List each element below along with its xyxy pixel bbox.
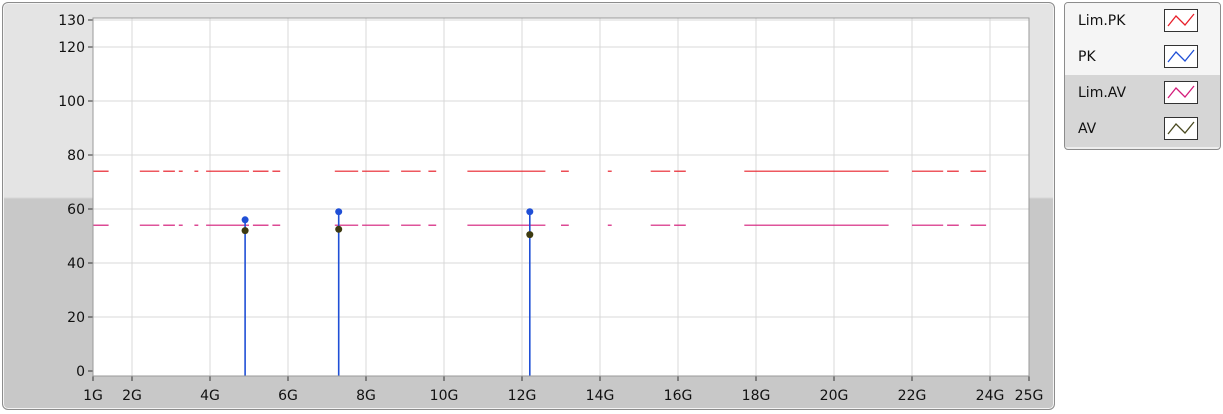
y-tick-label: 40 bbox=[67, 256, 85, 272]
y-tick-label: 100 bbox=[58, 94, 85, 110]
y-tick-label: 120 bbox=[58, 40, 85, 56]
plot-legend[interactable]: Lim.PK PK Lim.AV AV bbox=[1064, 2, 1221, 150]
x-tick-label: 24G bbox=[976, 388, 1005, 404]
swatch-line bbox=[1167, 49, 1195, 63]
y-tick-label: 130 bbox=[58, 13, 85, 29]
x-tick-label: 25G bbox=[1015, 388, 1044, 404]
legend-item-lim-pk[interactable]: Lim.PK bbox=[1065, 3, 1220, 39]
y-tick-label: 20 bbox=[67, 310, 85, 326]
y-tick-label: 80 bbox=[67, 148, 85, 164]
line-style-swatch-icon[interactable] bbox=[1164, 45, 1198, 68]
chart-plot: 1G 2G 4G 6G 8G 10G 12G 14G 16G 18G 20G 22G 24G 25G 0 20… bbox=[58, 13, 1043, 404]
x-tick-label: 1G bbox=[83, 388, 103, 404]
series-layer bbox=[93, 170, 987, 376]
x-tick-label: 18G bbox=[742, 388, 771, 404]
x-tick-label: 6G bbox=[278, 388, 298, 404]
av-point bbox=[526, 231, 534, 239]
x-tick-label: 20G bbox=[820, 388, 849, 404]
swatch-line bbox=[1167, 13, 1195, 27]
av-point bbox=[241, 227, 249, 235]
y-tick-label: 0 bbox=[76, 364, 85, 380]
x-tick-label: 2G bbox=[122, 388, 142, 404]
pk-point bbox=[335, 208, 343, 216]
x-tick-label: 4G bbox=[200, 388, 220, 404]
pk-point bbox=[526, 208, 534, 216]
legend-label: AV bbox=[1078, 121, 1097, 137]
x-tick-label: 8G bbox=[356, 388, 376, 404]
plot-area bbox=[93, 18, 1029, 376]
plot-border bbox=[92, 17, 1030, 377]
x-tick-label: 12G bbox=[508, 388, 537, 404]
legend-item-pk[interactable]: PK bbox=[1065, 39, 1220, 75]
x-tick-label: 22G bbox=[898, 388, 927, 404]
swatch-line bbox=[1167, 85, 1195, 99]
graph-frame: 1G 2G 4G 6G 8G 10G 12G 14G 16G 18G 20G 22G 24G 25G 0 20… bbox=[2, 2, 1055, 410]
pk-point bbox=[241, 216, 249, 224]
line-style-swatch-icon[interactable] bbox=[1164, 9, 1198, 32]
x-tick-label: 16G bbox=[664, 388, 693, 404]
axis-layer: 1G 2G 4G 6G 8G 10G 12G 14G 16G 18G 20G 22G 24G 25G 0 20… bbox=[58, 13, 1043, 404]
av-point bbox=[335, 225, 343, 233]
line-style-swatch-icon[interactable] bbox=[1164, 117, 1198, 140]
legend-item-av[interactable]: AV bbox=[1065, 111, 1220, 147]
y-tick-label: 60 bbox=[67, 202, 85, 218]
line-style-swatch-icon[interactable] bbox=[1164, 81, 1198, 104]
swatch-line bbox=[1167, 121, 1195, 135]
legend-label: Lim.PK bbox=[1078, 13, 1126, 29]
x-tick-label: 10G bbox=[430, 388, 459, 404]
legend-item-lim-av[interactable]: Lim.AV bbox=[1065, 75, 1220, 111]
legend-label: Lim.AV bbox=[1078, 85, 1127, 101]
x-tick-label: 14G bbox=[586, 388, 615, 404]
legend-label: PK bbox=[1078, 49, 1096, 65]
